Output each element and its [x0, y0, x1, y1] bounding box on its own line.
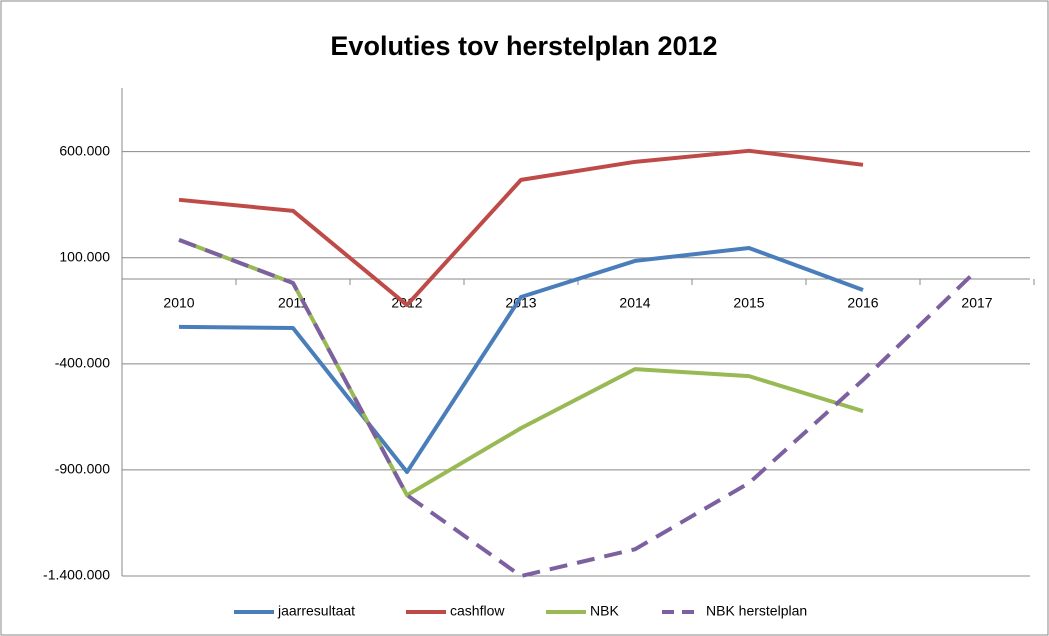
chart-title: Evoluties tov herstelplan 2012 [330, 31, 717, 61]
y-tick-label: -1.400.000 [43, 567, 110, 583]
y-tick-label: -900.000 [55, 461, 110, 477]
x-tick-label: 2017 [961, 295, 992, 311]
legend-label: cashflow [450, 603, 505, 619]
x-tick-label: 2010 [163, 295, 194, 311]
series-line [178, 238, 979, 578]
legend-label: NBK [590, 603, 619, 619]
x-tick-label: 2015 [733, 295, 764, 311]
series-line [178, 148, 864, 308]
legend-label: jaarresultaat [277, 603, 355, 619]
y-tick-label: -400.000 [55, 355, 110, 371]
legend-label: NBK herstelplan [706, 603, 807, 619]
x-tick-label: 2014 [619, 295, 650, 311]
y-tick-label: 600.000 [59, 142, 110, 158]
x-tick-label: 2016 [847, 295, 878, 311]
series-line [178, 245, 864, 475]
y-tick-label: 100.000 [59, 248, 110, 264]
